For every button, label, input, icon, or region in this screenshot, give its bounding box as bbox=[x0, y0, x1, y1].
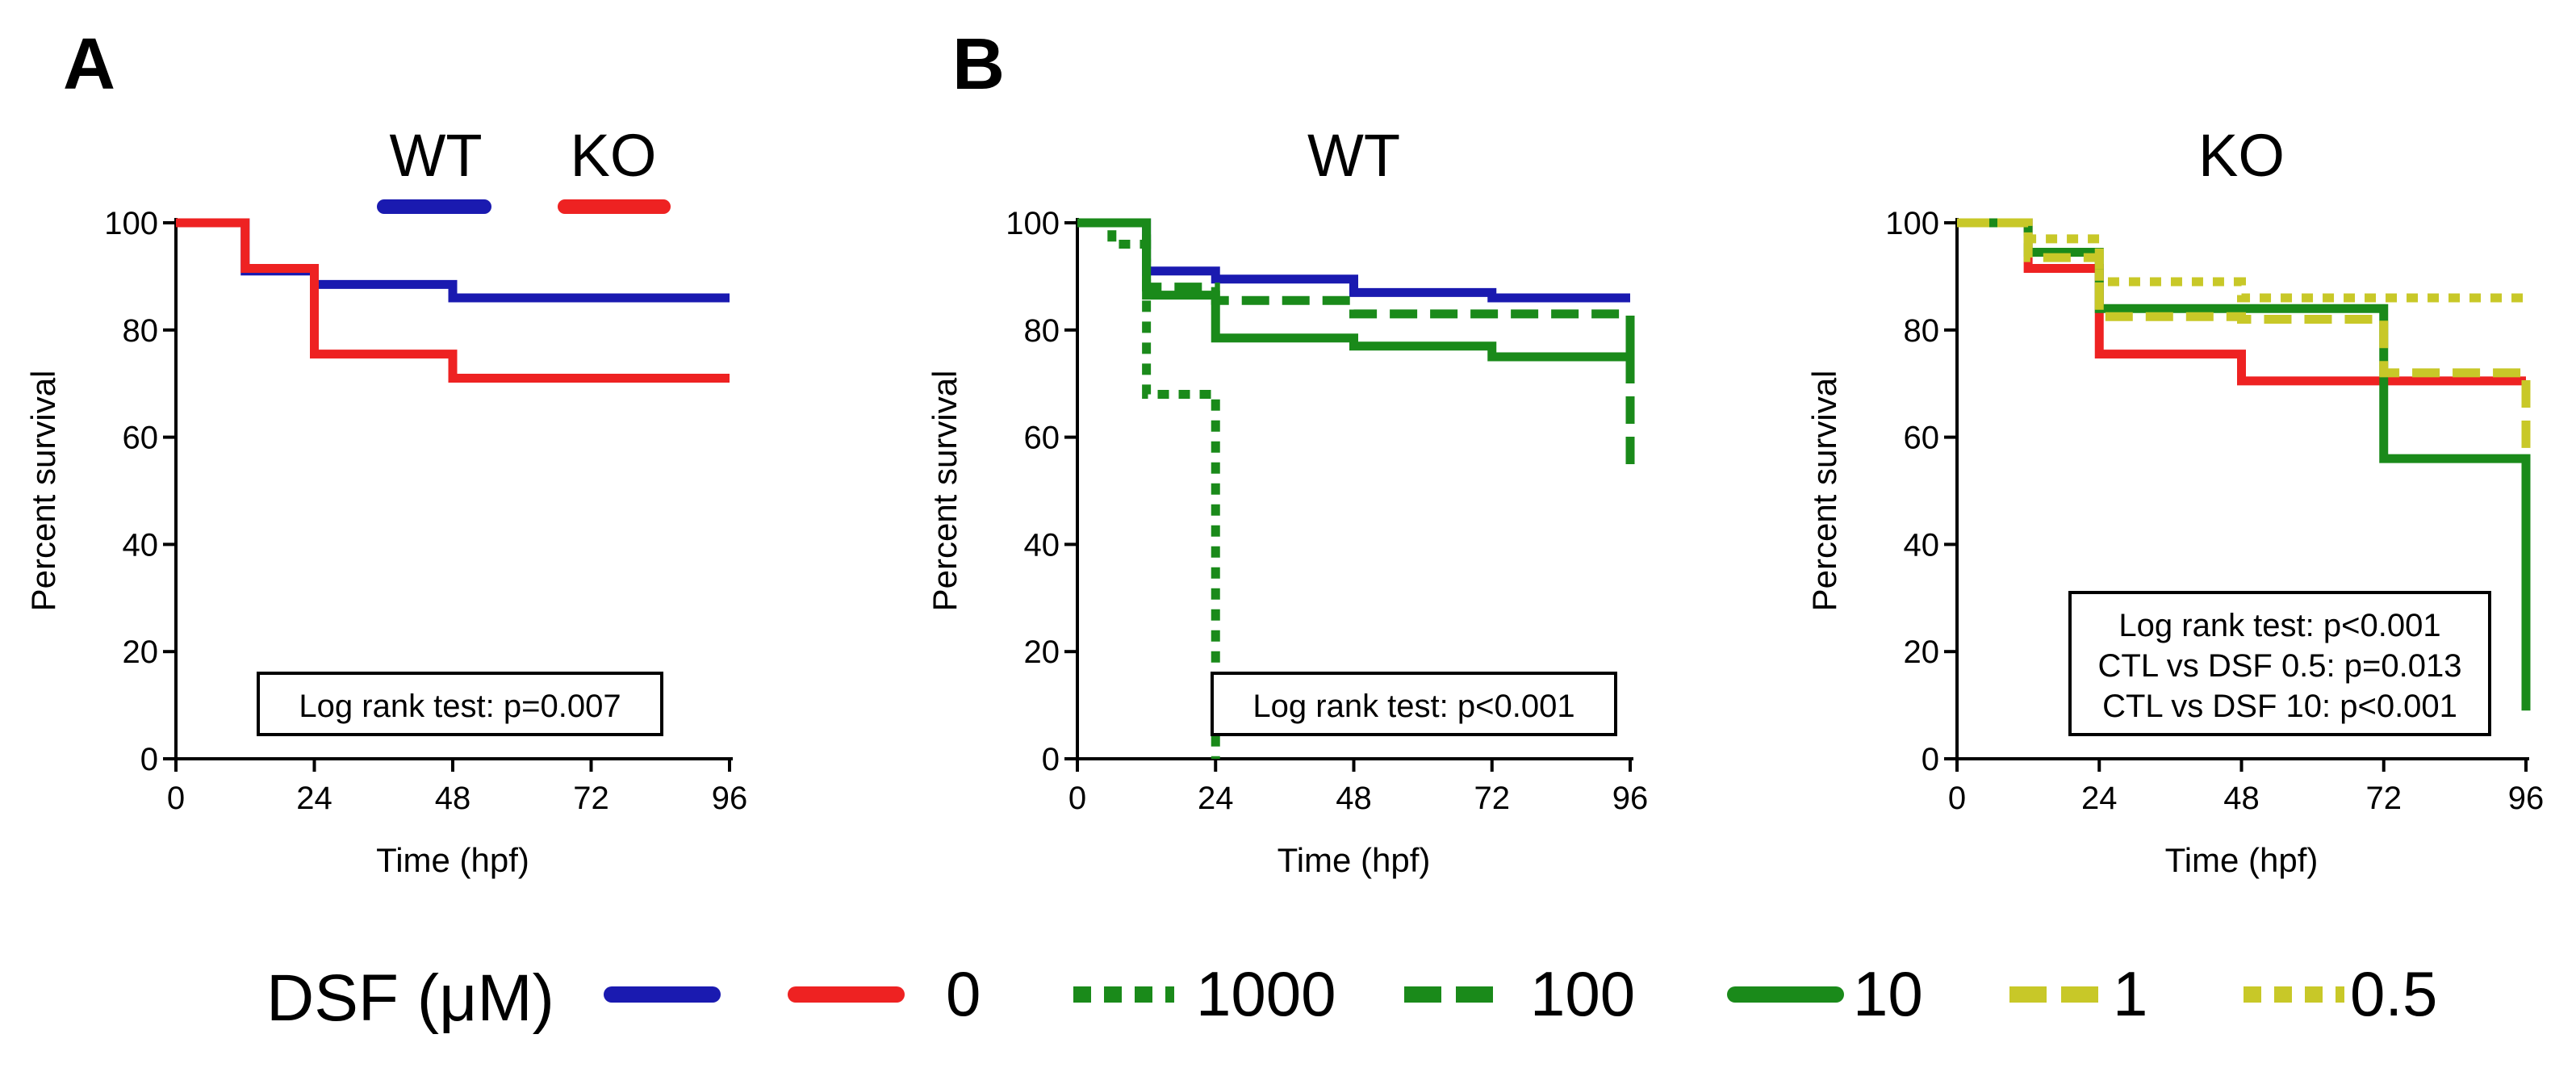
series-line-wt bbox=[176, 218, 730, 303]
legend-ko-label: KO bbox=[571, 122, 657, 189]
y-tick-label: 80 bbox=[1904, 313, 1940, 349]
chart-panel-b-wt: WT 0 20 40 60 80 100 0 24 48 72 96 Time (hpf) Percent… bbox=[926, 122, 1648, 879]
annotation-text: Log rank test: p<0.001 bbox=[1252, 689, 1574, 724]
chart-panel-b-ko: KO 0 20 40 60 80 100 0 24 48 72 96 Time (hpf) Percent… bbox=[1805, 122, 2544, 879]
x-tick-label: 24 bbox=[1198, 781, 1234, 816]
y-tick-label: 100 bbox=[1885, 206, 1939, 241]
x-axis-label: Time (hpf) bbox=[2165, 841, 2319, 879]
annotation-text: Log rank test: p<0.001 bbox=[2118, 608, 2440, 643]
y-tick-label: 100 bbox=[1006, 206, 1060, 241]
y-tick-label: 40 bbox=[1904, 527, 1940, 563]
y-tick-label: 40 bbox=[1024, 527, 1060, 563]
y-tick-label: 20 bbox=[1904, 634, 1940, 670]
y-tick-label: 60 bbox=[123, 421, 159, 456]
annotation-text: CTL vs DSF 0.5: p=0.013 bbox=[2098, 648, 2462, 684]
legend-wt-label: WT bbox=[389, 122, 482, 189]
y-tick-label: 60 bbox=[1024, 421, 1060, 456]
x-tick-label: 24 bbox=[296, 781, 332, 816]
x-tick-label: 48 bbox=[435, 781, 471, 816]
chart-title: KO bbox=[2198, 122, 2285, 189]
x-tick-label: 96 bbox=[1612, 781, 1649, 816]
legend-label: 10 bbox=[1853, 958, 1923, 1029]
bottom-legend-title: DSF (μM) bbox=[266, 961, 554, 1035]
y-tick-label: 60 bbox=[1904, 421, 1940, 456]
legend-label: 0.5 bbox=[2350, 958, 2437, 1029]
x-tick-label: 24 bbox=[2081, 781, 2118, 816]
x-axis-label: Time (hpf) bbox=[1278, 841, 1431, 879]
y-axis-label: Percent survival bbox=[926, 371, 964, 612]
y-tick-label: 20 bbox=[1024, 634, 1060, 670]
legend-label: 100 bbox=[1530, 958, 1635, 1029]
annotation-box bbox=[2068, 591, 2491, 736]
annotation-text: Log rank test: p=0.007 bbox=[299, 689, 621, 724]
chart-title: WT bbox=[1307, 122, 1400, 189]
y-tick-label: 80 bbox=[123, 313, 159, 349]
annotation-box bbox=[1211, 672, 1617, 736]
series-line-10 bbox=[1077, 218, 1635, 362]
legend-label: 1 bbox=[2113, 958, 2147, 1029]
y-tick-label: 0 bbox=[1042, 742, 1060, 777]
x-tick-label: 72 bbox=[573, 781, 609, 816]
x-tick-label: 48 bbox=[1336, 781, 1372, 816]
x-tick-label: 0 bbox=[1068, 781, 1086, 816]
annotation-box bbox=[257, 672, 663, 736]
x-tick-label: 48 bbox=[2223, 781, 2260, 816]
x-tick-label: 72 bbox=[1474, 781, 1511, 816]
series-line-ko bbox=[176, 218, 730, 383]
panel-letter-b: B bbox=[952, 24, 1005, 105]
panel-a-legend: WT KO bbox=[377, 122, 671, 214]
x-tick-label: 0 bbox=[167, 781, 185, 816]
legend-label: 1000 bbox=[1196, 958, 1336, 1029]
y-tick-label: 0 bbox=[1922, 742, 1939, 777]
y-axis-label: Percent survival bbox=[24, 371, 62, 612]
y-axis-label: Percent survival bbox=[1805, 371, 1843, 612]
chart-panel-a: 0 20 40 60 80 100 0 24 48 72 96 Time (hpf) Percent s… bbox=[24, 206, 747, 879]
x-tick-label: 72 bbox=[2366, 781, 2402, 816]
panel-letter-a: A bbox=[63, 24, 115, 105]
annotation-text: CTL vs DSF 10: p<0.001 bbox=[2102, 689, 2457, 724]
x-tick-label: 96 bbox=[712, 781, 748, 816]
legend-label: 0 bbox=[946, 958, 981, 1029]
y-tick-label: 0 bbox=[140, 742, 158, 777]
bottom-legend: DSF (μM) 0 1000 100 10 1 0.5 bbox=[266, 958, 2437, 1035]
series-line-0-5 bbox=[1957, 218, 2526, 303]
series-line-1000 bbox=[1077, 218, 1220, 759]
x-tick-label: 96 bbox=[2508, 781, 2545, 816]
y-tick-label: 40 bbox=[123, 527, 159, 563]
y-tick-label: 100 bbox=[104, 206, 158, 241]
series-line-1 bbox=[1957, 218, 2531, 448]
y-tick-label: 20 bbox=[123, 634, 159, 670]
x-tick-label: 0 bbox=[1948, 781, 1966, 816]
x-axis-label: Time (hpf) bbox=[376, 841, 529, 879]
y-tick-label: 80 bbox=[1024, 313, 1060, 349]
